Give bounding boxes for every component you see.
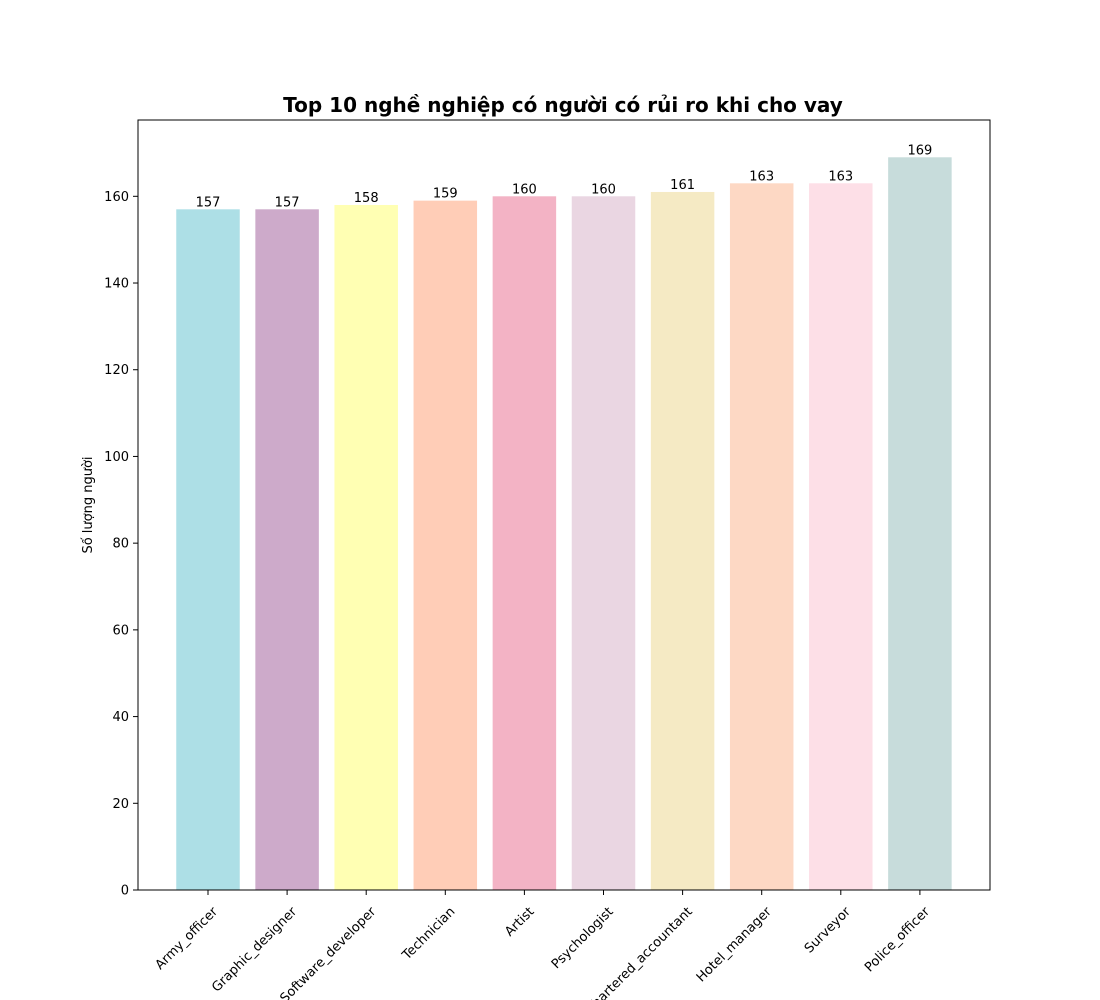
data-label: 157 xyxy=(196,195,221,210)
data-label: 157 xyxy=(275,195,300,210)
y-tick-label: 0 xyxy=(121,884,129,899)
data-label: 160 xyxy=(512,182,537,197)
y-tick-label: 160 xyxy=(104,190,129,205)
plot-area-frame xyxy=(137,119,991,891)
y-tick-label: 140 xyxy=(104,277,129,292)
x-tick-label: Army_officer xyxy=(153,904,222,973)
x-tick-label: Technician xyxy=(399,904,458,963)
y-tick-label: 60 xyxy=(112,623,129,638)
x-tick-label: Psychologist xyxy=(549,904,617,972)
data-label: 160 xyxy=(591,182,616,197)
bar-police-officer xyxy=(888,157,952,891)
y-axis-ticks: 0 20 40 60 80 100 120 140 160 xyxy=(104,190,138,899)
bar-graphic-designer xyxy=(255,209,319,891)
y-tick-label: 120 xyxy=(104,363,129,378)
x-tick-label: Police_officer xyxy=(862,904,933,975)
y-tick-label: 100 xyxy=(104,450,129,465)
y-tick-label: 20 xyxy=(112,797,129,812)
x-tick-label: Hotel_manager xyxy=(694,904,775,985)
bar-software-developer xyxy=(334,204,398,890)
y-axis-label: Số lượng người xyxy=(81,456,96,553)
y-tick-label: 40 xyxy=(112,710,129,725)
data-labels-group: 157 157 158 159 160 160 161 163 163 169 xyxy=(196,143,933,210)
data-label: 161 xyxy=(670,178,695,193)
data-label: 163 xyxy=(828,169,853,184)
bar-surveyor xyxy=(809,183,873,890)
y-tick-label: 80 xyxy=(112,537,129,552)
data-label: 169 xyxy=(907,143,932,158)
bar-artist xyxy=(492,196,557,891)
x-tick-label: Graphic_designer xyxy=(209,904,300,995)
x-axis-ticks: Army_officerGraphic_designerSoftware_dev… xyxy=(153,890,933,1000)
bar-technician xyxy=(413,200,478,890)
bars-group xyxy=(176,157,952,891)
data-label: 158 xyxy=(354,191,379,206)
x-tick-label: Surveyor xyxy=(802,904,854,956)
chart-title: Top 10 nghề nghiệp có người có rủi ro kh… xyxy=(283,93,843,117)
bar-army-officer xyxy=(176,209,240,891)
data-label: 159 xyxy=(433,187,458,202)
x-tick-label: Artist xyxy=(502,904,537,939)
bar-hotel-manager xyxy=(729,183,794,890)
bar-psychologist xyxy=(571,196,636,891)
data-label: 163 xyxy=(749,169,774,184)
bar-chartered-accountant xyxy=(650,191,715,891)
